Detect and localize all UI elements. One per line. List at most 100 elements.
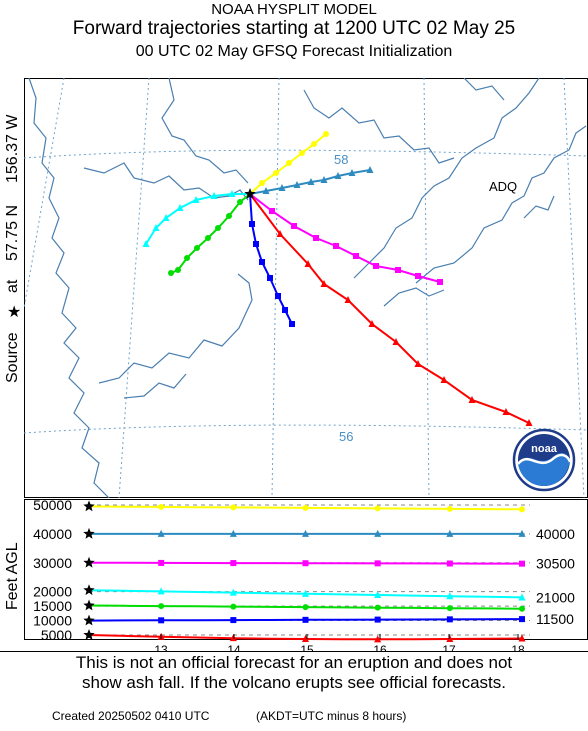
- coast-kodiak-west: [353, 78, 540, 279]
- graticule-lat-56: [24, 424, 588, 434]
- profile-point: [374, 591, 382, 599]
- profile-start-star-icon: [83, 629, 95, 640]
- trajectory-point: [276, 230, 284, 237]
- noaa-logo: noaa: [512, 428, 576, 492]
- profile-left-level: 50000: [33, 498, 72, 513]
- graticule-lon-2: [118, 78, 150, 498]
- coast-shelikof: [303, 89, 455, 164]
- profile-xtick-label: 13: [154, 643, 168, 651]
- trajectory-point: [152, 224, 160, 231]
- trajectory-point: [348, 169, 356, 176]
- trajectory-line: [249, 193, 441, 283]
- place-label-adq: ADQ: [489, 179, 517, 194]
- trajectory-point: [320, 176, 328, 183]
- trajectory-point: [289, 321, 295, 327]
- trajectory-point: [253, 241, 259, 247]
- trajectory-point: [228, 190, 236, 197]
- profile-start-star-icon: [83, 500, 95, 512]
- source-lon: 156.37 W: [4, 114, 21, 183]
- trajectory-point: [525, 419, 533, 426]
- trajectory-point: [392, 338, 400, 345]
- trajectory-point: [502, 408, 510, 415]
- profile-point: [446, 560, 453, 567]
- profile-point: [374, 616, 381, 623]
- profile-trajectory-3: [83, 556, 525, 568]
- profile-point: [230, 617, 237, 624]
- profile-ylabel: Feet AGL: [0, 500, 24, 645]
- graticule-lon-1: [24, 78, 65, 309]
- profile-point: [518, 634, 526, 642]
- coast-alaska-peninsula: [28, 78, 110, 498]
- profile-point: [229, 588, 237, 596]
- trajectory-point: [304, 260, 312, 267]
- coast-islet: [123, 373, 187, 399]
- source-label: Source ★ at 57.75 N 156.37 W: [0, 78, 24, 498]
- trajectory-point: [320, 280, 328, 287]
- trajectory-point: [323, 131, 329, 137]
- profile-point: [519, 616, 525, 623]
- trajectory-point: [299, 150, 305, 156]
- trajectory-point: [293, 181, 301, 188]
- trajectory-line: [249, 193, 530, 424]
- chart-subtitle: 00 UTC 02 May GFSQ Forecast Initializati…: [135, 43, 453, 60]
- trajectory-point: [307, 178, 315, 185]
- profile-start-star-icon: [83, 599, 95, 611]
- profile-point: [374, 635, 382, 643]
- source-word: Source: [4, 332, 21, 383]
- profile-point: [446, 592, 454, 600]
- trajectory-point: [373, 263, 379, 269]
- trajectory-point: [194, 245, 200, 251]
- trajectory-point: [175, 267, 181, 273]
- source-star-icon: ★: [7, 304, 21, 321]
- trajectory-point: [192, 196, 200, 203]
- profile-point: [158, 503, 165, 510]
- profile-point: [302, 589, 309, 597]
- profile-frame: [24, 499, 588, 640]
- profile-right-level: 11500: [536, 611, 574, 627]
- profile-point: [446, 605, 453, 612]
- source-lat: 57.75 N: [4, 205, 21, 261]
- profile-trajectory-4: [83, 584, 526, 601]
- timezone-note: (AKDT=UTC minus 8 hours): [256, 709, 407, 723]
- profile-point: [230, 603, 237, 610]
- trajectory-point: [168, 270, 174, 276]
- notice-line-1: This is not an official forecast for an …: [75, 653, 513, 672]
- profile-point: [446, 505, 453, 512]
- trajectory-point: [184, 255, 190, 261]
- trajectory-point: [286, 160, 292, 166]
- trajectory-point: [353, 253, 359, 259]
- trajectory-point: [366, 166, 374, 173]
- profile-trajectory-6: [83, 614, 525, 626]
- trajectory-point: [210, 192, 218, 199]
- profile-point: [374, 529, 382, 537]
- profile-point: [374, 604, 381, 611]
- profile-point: [230, 504, 237, 511]
- trajectory-point: [334, 172, 342, 179]
- trajectory-point: [468, 396, 476, 403]
- coastlines: [28, 78, 587, 498]
- coast-south-shore: [98, 273, 253, 384]
- trajectory-point: [273, 170, 279, 176]
- profile-point: [158, 603, 165, 610]
- trajectory-point: [259, 180, 265, 186]
- coast-trinity-islands: [383, 287, 445, 307]
- model-name: NOAA HYSPLIT MODEL: [211, 1, 377, 18]
- profile-left-level: 40000: [33, 526, 72, 542]
- profile-point: [157, 529, 165, 537]
- trajectory-map: 58 56 ADQ noaa: [24, 78, 588, 498]
- trajectory-point: [267, 275, 273, 281]
- trajectory-6: [249, 193, 295, 327]
- trajectory-2: [249, 166, 374, 195]
- trajectory-line: [145, 193, 250, 245]
- trajectory-point: [333, 243, 339, 249]
- trajectory-point: [226, 213, 232, 219]
- profile-point: [302, 504, 309, 511]
- trajectory-point: [162, 214, 170, 221]
- trajectory-point: [237, 199, 243, 205]
- graticule-lat-58: [24, 149, 588, 159]
- coast-upper-inlet: [161, 78, 249, 184]
- profile-start-star-icon: [83, 527, 95, 539]
- trajectory-4: [142, 190, 250, 247]
